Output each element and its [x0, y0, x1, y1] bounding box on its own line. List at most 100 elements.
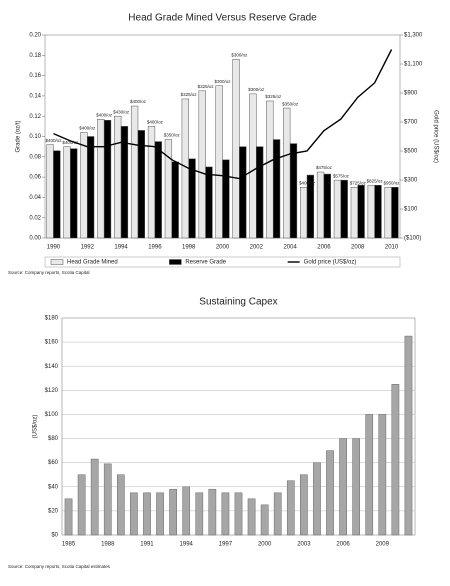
bar [137, 130, 145, 239]
y-tick-label: $100 [45, 412, 59, 418]
y2-tick-label: $1,300 [404, 33, 423, 39]
bar [90, 458, 99, 536]
bar [300, 474, 308, 536]
legend-label: Reserve Grade [185, 260, 226, 266]
bar [77, 474, 86, 536]
y-tick-label: $80 [48, 436, 59, 442]
x-tick-label: 2000 [216, 245, 230, 251]
bar-annotation: $350/oz [164, 133, 181, 138]
x-tick-label: 1998 [182, 245, 196, 251]
bar [80, 132, 88, 239]
bar [339, 438, 347, 536]
bar [272, 139, 281, 239]
bar [357, 184, 365, 239]
y2-tick-label: $700 [404, 120, 418, 126]
bar [182, 486, 191, 536]
bar [53, 150, 61, 239]
bar [171, 161, 179, 239]
legend-box [44, 256, 401, 268]
bar [87, 136, 95, 239]
bar [130, 105, 139, 239]
y-tick-label: 0.20 [29, 33, 41, 39]
y-tick-label: 0.18 [29, 53, 41, 59]
bar [116, 474, 125, 536]
y-tick-label: $40 [48, 484, 59, 490]
bar-annotation: $400/oz [130, 99, 147, 104]
bar-annotation: $325/oz [198, 84, 215, 89]
bar [164, 139, 173, 239]
y-axis-label: (US$/oz) [33, 415, 39, 439]
bar [147, 126, 156, 239]
y2-tick-label: ($100) [404, 236, 421, 242]
bar [340, 179, 348, 239]
x-tick-label: 2009 [376, 542, 390, 548]
bar-annotation: $430/oz [113, 109, 130, 114]
bar [350, 187, 358, 239]
x-tick-label: 1997 [219, 542, 233, 548]
bar-annotation: $300/oz [214, 79, 231, 84]
y-tick-label: $20 [48, 508, 59, 514]
x-tick-label: 2003 [297, 542, 311, 548]
bar [316, 171, 325, 239]
y-tick-label: $140 [45, 364, 59, 370]
x-tick-label: 1991 [140, 542, 154, 548]
chart-title: Head Grade Mined Versus Reserve Grade [128, 13, 317, 24]
bar [205, 166, 213, 239]
bar [391, 384, 400, 536]
bar-annotation: $350/oz [282, 101, 299, 106]
bar [130, 492, 138, 536]
bar-annotation: $325/oz [181, 92, 198, 97]
y-tick-label: 0.00 [29, 236, 41, 242]
bar [300, 187, 308, 239]
bar [266, 100, 274, 239]
bar [120, 126, 129, 239]
source-note: Source: Company reports, Scotia Capital [8, 270, 90, 275]
bar-annotation: $950/oz [384, 180, 401, 185]
bar-annotation: $575/oz [333, 173, 350, 178]
bar [260, 504, 269, 536]
bar [208, 488, 217, 536]
bar-annotation: $400/oz [62, 140, 79, 145]
bar [289, 143, 298, 239]
bar-annotation: $400/oz [299, 180, 316, 185]
bar [232, 59, 240, 239]
bar [70, 148, 78, 239]
chart-title: Sustaining Capex [199, 297, 277, 308]
bar [378, 414, 387, 536]
bar [256, 146, 264, 239]
x-tick-label: 1990 [47, 245, 61, 251]
x-tick-label: 2010 [385, 245, 399, 251]
bar [188, 158, 196, 239]
bar [103, 463, 112, 536]
bar-annotation: $325/oz [265, 94, 282, 99]
y2-tick-label: $300 [404, 178, 418, 184]
y-tick-label: $60 [48, 460, 59, 466]
y2-tick-label: $500 [404, 149, 418, 155]
y2-tick-label: $100 [404, 207, 418, 213]
bar [326, 450, 334, 536]
bar [404, 335, 413, 536]
bar-annotation: $400/oz [45, 138, 62, 143]
y-tick-label: 0.14 [29, 93, 41, 99]
bar-annotation: $475/oz [316, 165, 333, 170]
x-tick-label: 2006 [336, 542, 350, 548]
bar [169, 488, 177, 536]
x-tick-label: 1996 [148, 245, 162, 251]
bar [64, 498, 73, 536]
bar [63, 146, 71, 239]
x-tick-label: 2006 [317, 245, 331, 251]
bar [154, 141, 162, 239]
bar [249, 93, 257, 239]
y-tick-label: $120 [45, 388, 59, 394]
bar [222, 159, 230, 239]
x-tick-label: 2004 [283, 245, 297, 251]
bar [333, 179, 342, 239]
bar [374, 184, 382, 239]
bar-annotation: $300/oz [248, 87, 265, 92]
legend-label: Head Grade Mined [67, 260, 118, 266]
bar [273, 492, 282, 536]
bar-annotation: $400/oz [79, 126, 96, 131]
bar-annotation: $400/oz [96, 112, 113, 117]
bar [286, 480, 295, 536]
bar [195, 492, 204, 536]
